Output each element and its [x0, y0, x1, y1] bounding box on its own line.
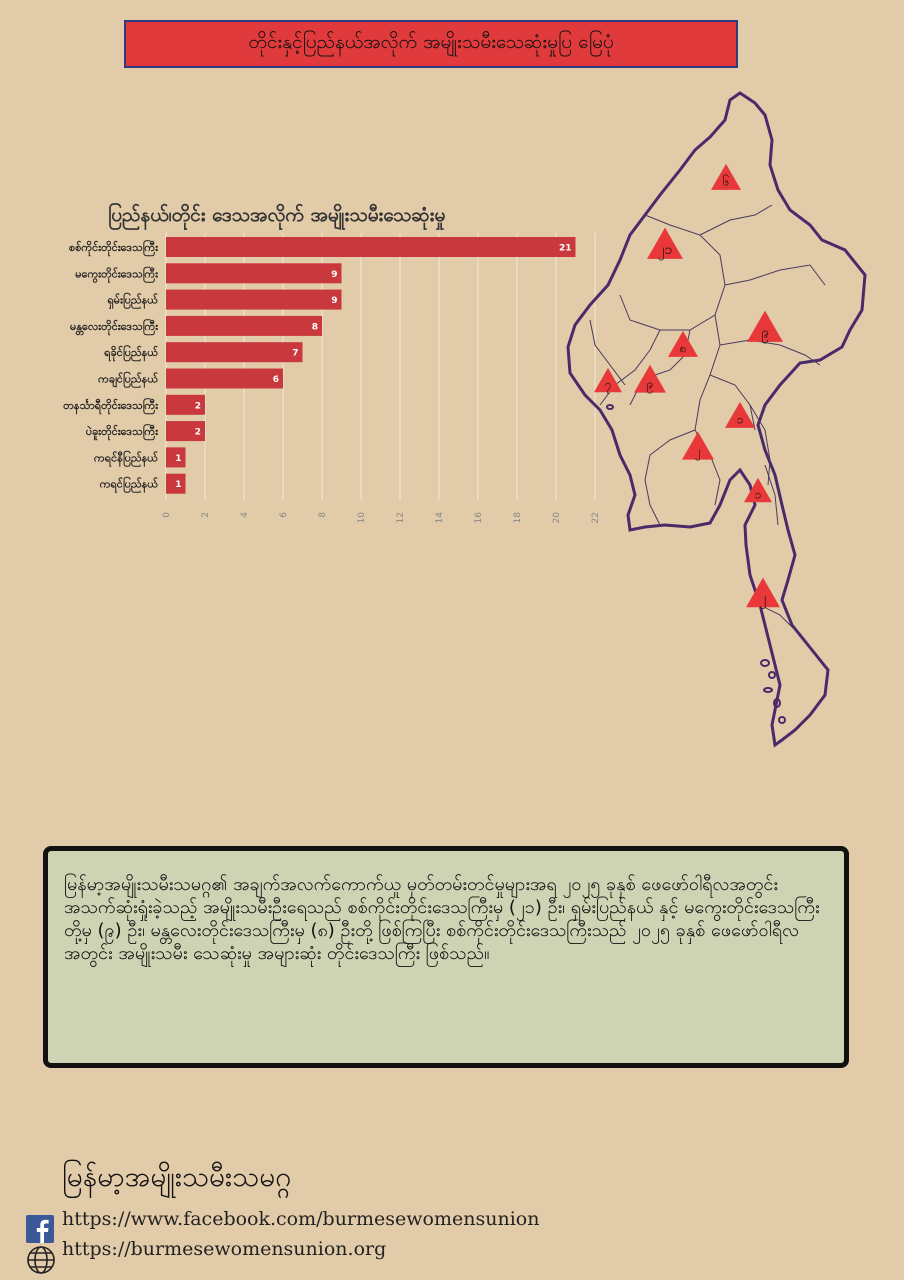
- bar-value-label: 21: [559, 244, 572, 254]
- map-marker-label: ၉: [647, 377, 654, 394]
- website-link[interactable]: https://burmesewomensunion.org: [62, 1238, 387, 1260]
- bar-value-label: 2: [195, 428, 201, 438]
- bar: [166, 368, 283, 389]
- category-label: ကရင်ပြည်နယ်: [100, 476, 159, 494]
- x-tick-label: 4: [240, 512, 250, 518]
- map-marker: [634, 364, 666, 393]
- facebook-icon: [26, 1215, 54, 1243]
- bar: [166, 263, 342, 284]
- category-label: မန္တလေးတိုင်းဒေသကြီး: [70, 318, 159, 336]
- bar: [166, 237, 576, 257]
- category-label: ရှမ်းပြည်နယ်: [107, 292, 158, 310]
- map-marker-label: ၈: [680, 342, 687, 356]
- category-label: စစ်ကိုင်းတိုင်းဒေသကြီး: [69, 239, 159, 257]
- category-label: ကရင်နီပြည်နယ်: [94, 449, 158, 467]
- x-tick-label: 16: [474, 512, 484, 524]
- organization-name: မြန်မာ့အမျိုးသမီးသမဂ္ဂ: [62, 1160, 292, 1193]
- x-tick-label: 2: [201, 512, 211, 518]
- map-marker: [594, 367, 622, 393]
- region-borders: [589, 204, 826, 631]
- map-marker: [711, 163, 741, 190]
- x-tick-label: 6: [279, 512, 289, 518]
- summary-box: မြန်မာ့အမျိုးသမီးသမဂ္ဂ၏ အချက်အလက်ကောက်ယူ…: [43, 846, 849, 1068]
- x-tick-label: 10: [357, 512, 367, 524]
- bar-value-label: 6: [273, 375, 279, 385]
- map-marker: [668, 330, 698, 357]
- category-label: ပဲခူးတိုင်းဒေသကြီး: [86, 423, 159, 441]
- bar-value-label: 9: [331, 270, 337, 280]
- map-marker: [682, 431, 714, 460]
- bar: [166, 473, 186, 494]
- summary-text: မြန်မာ့အမျိုးသမီးသမဂ္ဂ၏ အချက်အလက်ကောက်ယူ…: [64, 874, 820, 964]
- bar: [166, 394, 205, 415]
- x-tick-label: 12: [396, 512, 406, 523]
- category-label: ကချင်ပြည်နယ်: [98, 371, 158, 389]
- bar-value-label: 8: [312, 322, 318, 332]
- x-tick-label: 22: [591, 512, 600, 523]
- map-marker: [744, 477, 772, 503]
- map-marker-label: ၆: [723, 174, 730, 189]
- country-outline: [566, 91, 867, 748]
- bar: [166, 342, 303, 363]
- x-tick-label: 18: [513, 512, 523, 524]
- bar-chart: ပြည်နယ်၊တိုင်း ဒေသအလိုက် အမျိုးသမီးသေဆုံ…: [63, 201, 600, 524]
- bar: [166, 315, 322, 336]
- map-islands: [606, 404, 786, 724]
- x-tick-label: 8: [318, 512, 328, 518]
- bar: [166, 289, 342, 310]
- category-label: မကွေးတိုင်းဒေသကြီး: [75, 265, 159, 283]
- map-marker-label: ၂: [695, 444, 701, 461]
- map-marker: [725, 401, 755, 428]
- x-tick-label: 0: [162, 512, 172, 518]
- bar-value-label: 2: [195, 401, 201, 411]
- category-label: တနင်္သာရီတိုင်းဒေသကြီး: [63, 397, 159, 415]
- map-marker-label: ၂၁: [658, 242, 673, 260]
- facebook-link[interactable]: https://www.facebook.com/burmesewomensun…: [62, 1208, 540, 1230]
- title-banner: တိုင်းနှင့်ပြည်နယ်အလိုက် အမျိုးသမီးသေဆုံ…: [124, 20, 738, 68]
- bar-value-label: 7: [292, 349, 298, 359]
- map-marker-label: ၇: [605, 377, 612, 394]
- map-marker-label: ၉: [761, 325, 769, 343]
- x-tick-label: 14: [435, 512, 445, 524]
- map-marker-label: ၁: [755, 487, 762, 501]
- banner-title: တိုင်းနှင့်ပြည်နယ်အလိုက် အမျိုးသမီးသေဆုံ…: [248, 31, 614, 53]
- map-marker: [747, 310, 783, 342]
- globe-icon: [27, 1246, 55, 1274]
- bar-value-label: 1: [175, 454, 181, 464]
- map-marker-label: ၁: [737, 413, 744, 427]
- category-label: ရခိုင်ပြည်နယ်: [104, 344, 158, 362]
- bar: [166, 447, 186, 468]
- x-tick-label: 20: [552, 512, 562, 524]
- chart-title: ပြည်နယ်၊တိုင်း ဒေသအလိုက် အမျိုးသမီးသေဆုံ…: [108, 201, 446, 231]
- bar-value-label: 9: [331, 296, 337, 306]
- bar: [166, 421, 205, 442]
- bar-value-label: 1: [175, 480, 181, 490]
- map-marker-label: ၂: [760, 591, 767, 609]
- map-marker: [746, 577, 780, 608]
- map-marker: [647, 227, 683, 259]
